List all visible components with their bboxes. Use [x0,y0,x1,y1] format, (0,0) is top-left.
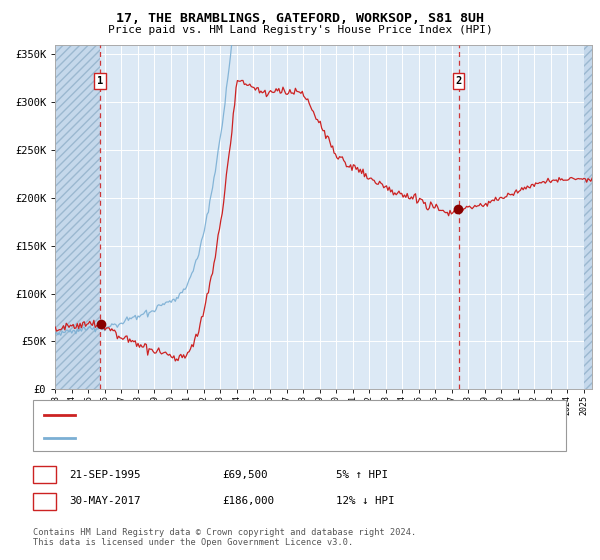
Text: 12% ↓ HPI: 12% ↓ HPI [336,496,395,506]
Text: £186,000: £186,000 [222,496,274,506]
Text: 2: 2 [41,496,48,506]
Text: 2: 2 [455,76,462,86]
Bar [584,45,592,389]
Text: Contains HM Land Registry data © Crown copyright and database right 2024.
This d: Contains HM Land Registry data © Crown c… [33,528,416,547]
Text: HPI: Average price, detached house, Bassetlaw: HPI: Average price, detached house, Bass… [80,433,350,444]
Text: 21-SEP-1995: 21-SEP-1995 [69,470,140,480]
Bar [55,45,100,389]
Text: 17, THE BRAMBLINGS, GATEFORD, WORKSOP, S81 8UH (detached house): 17, THE BRAMBLINGS, GATEFORD, WORKSOP, S… [80,410,458,420]
Text: 17, THE BRAMBLINGS, GATEFORD, WORKSOP, S81 8UH: 17, THE BRAMBLINGS, GATEFORD, WORKSOP, S… [116,12,484,25]
Text: 5% ↑ HPI: 5% ↑ HPI [336,470,388,480]
Text: 1: 1 [41,470,48,480]
Text: 30-MAY-2017: 30-MAY-2017 [69,496,140,506]
Text: Price paid vs. HM Land Registry's House Price Index (HPI): Price paid vs. HM Land Registry's House … [107,25,493,35]
Text: 1: 1 [97,76,103,86]
Text: £69,500: £69,500 [222,470,268,480]
